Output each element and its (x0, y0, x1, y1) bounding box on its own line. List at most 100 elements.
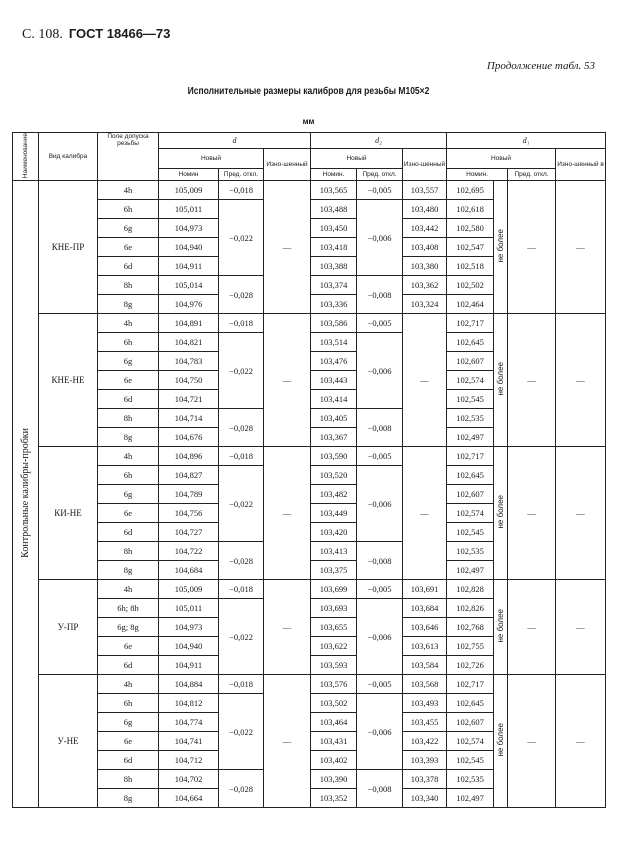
d-nominal: 104,722 (158, 541, 219, 562)
d2-nominal: 103,390 (310, 769, 358, 790)
d2-deviation: −0,006 (356, 199, 404, 277)
d-nominal: 104,976 (158, 294, 219, 315)
tolerance-field: 6h; 8h (97, 598, 159, 619)
d2-worn: 103,324 (402, 294, 448, 315)
d2-worn: 103,455 (402, 712, 448, 733)
table-row: 6e 104,741 103,431 103,422 102,574 (13, 731, 606, 752)
d-deviation: −0,018 (218, 674, 264, 695)
header-name: Наименование (12, 131, 39, 182)
not-more-text: не более (496, 723, 506, 757)
tolerance-field: 6d (97, 522, 159, 543)
d-worn: — (262, 674, 312, 809)
d2-worn: 103,422 (402, 731, 448, 752)
d-deviation: −0,018 (218, 313, 264, 334)
gauge-type: КНЕ-НЕ (38, 313, 98, 448)
d-nominal: 104,789 (158, 484, 219, 505)
tolerance-field: 4h (97, 313, 159, 334)
d1-nominal: 102,726 (446, 655, 495, 676)
tolerance-field: 8h (97, 541, 159, 562)
tolerance-field: 6e (97, 503, 159, 524)
d-nominal: 104,896 (158, 446, 219, 467)
table-row: 8g 104,684 103,375 102,497 (13, 560, 606, 581)
d2-deviation: −0,006 (356, 465, 404, 543)
d1-nominal: 102,497 (446, 427, 495, 448)
table-row: 6h 104,827 −0,022 103,520 −0,006 102,645 (13, 465, 606, 543)
d-nominal: 105,011 (158, 199, 219, 220)
worn-note: в (600, 161, 604, 169)
tolerance-field: 6h (97, 332, 159, 353)
header-d2: d₂ (310, 132, 448, 149)
tolerance-field: 6g (97, 351, 159, 372)
d1-nominal: 102,497 (446, 788, 495, 809)
d2-worn: — (402, 313, 448, 448)
d-nominal: 104,676 (158, 427, 219, 448)
d2-deviation: −0,008 (356, 408, 404, 448)
not-more-note: не более (493, 579, 509, 676)
d2-deviation: −0,008 (356, 769, 404, 809)
d-deviation: −0,028 (218, 769, 264, 809)
tolerance-field: 8h (97, 408, 159, 429)
d-nominal: 104,664 (158, 788, 219, 809)
table-row: 6e 104,750 103,443 102,574 (13, 370, 606, 391)
d-nominal: 104,821 (158, 332, 219, 353)
gauge-type: У-НЕ (38, 674, 98, 809)
d2-nominal: 103,520 (310, 465, 358, 486)
d2-nominal: 103,482 (310, 484, 358, 505)
d2-worn: 103,340 (402, 788, 448, 809)
not-more-note: не более (493, 446, 509, 581)
tolerance-field: 6d (97, 655, 159, 676)
d2-worn: 103,584 (402, 655, 448, 676)
d-nominal: 104,911 (158, 256, 219, 277)
d2-deviation: −0,006 (356, 598, 404, 676)
d2-nominal: 103,476 (310, 351, 358, 372)
d1-nominal: 102,607 (446, 484, 495, 505)
d1-nominal: 102,574 (446, 503, 495, 524)
d1-nominal: 102,717 (446, 313, 495, 334)
gauge-type: КИ-НЕ (38, 446, 98, 581)
d-nominal: 104,783 (158, 351, 219, 372)
header-d1-new: Новый (446, 147, 557, 170)
d1-deviation: — (507, 579, 557, 676)
table-row: 8g 104,976 103,336 103,324 102,464 (13, 294, 606, 315)
header-d-new: Новый (158, 147, 264, 170)
d2-worn: 103,378 (402, 769, 448, 790)
d2-nominal: 103,352 (310, 788, 358, 809)
header-d1-dev: Пред. откл. (507, 168, 557, 182)
d1-nominal: 102,545 (446, 389, 495, 410)
d1-nominal: 102,826 (446, 598, 495, 619)
d-nominal: 104,714 (158, 408, 219, 429)
d-worn: — (262, 446, 312, 581)
d1-worn: — (555, 446, 607, 581)
tolerance-field: 8h (97, 769, 159, 790)
table-row: У-НЕ 4h 104,884 −0,018—103,576 −0,005 103,568… (13, 674, 607, 809)
d2-nominal: 103,514 (310, 332, 358, 353)
tolerance-field: 4h (97, 579, 159, 600)
d-worn: — (262, 313, 312, 448)
d-nominal: 104,812 (158, 693, 219, 714)
d-nominal: 105,011 (158, 598, 219, 619)
d1-nominal: 102,618 (446, 199, 495, 220)
unit-label: мм (302, 117, 315, 126)
table-row: 8g 104,664 103,352 103,340 102,497 (13, 788, 606, 809)
d1-nominal: 102,828 (446, 579, 495, 600)
d2-deviation: −0,008 (356, 275, 404, 315)
d2-nominal: 103,450 (310, 218, 358, 239)
d2-nominal: 103,405 (310, 408, 358, 429)
tolerance-field: 6d (97, 750, 159, 771)
tolerance-field: 6d (97, 256, 159, 277)
d-nominal: 104,702 (158, 769, 219, 790)
d2-worn: 103,393 (402, 750, 448, 771)
d-nominal: 104,884 (158, 674, 219, 695)
d1-nominal: 102,717 (446, 446, 495, 467)
d2-nominal: 103,449 (310, 503, 358, 524)
not-more-note: не более (493, 674, 509, 809)
header-d1-nom: Номин. (446, 168, 509, 182)
d-deviation: −0,022 (218, 465, 264, 543)
d1-deviation: — (507, 674, 557, 809)
d-nominal: 104,727 (158, 522, 219, 543)
d-nominal: 104,684 (158, 560, 219, 581)
standard-number: ГОСТ 18466—73 (68, 26, 171, 41)
d1-deviation: — (507, 313, 557, 448)
d1-nominal: 102,535 (446, 769, 495, 790)
d-nominal: 104,911 (158, 655, 219, 676)
